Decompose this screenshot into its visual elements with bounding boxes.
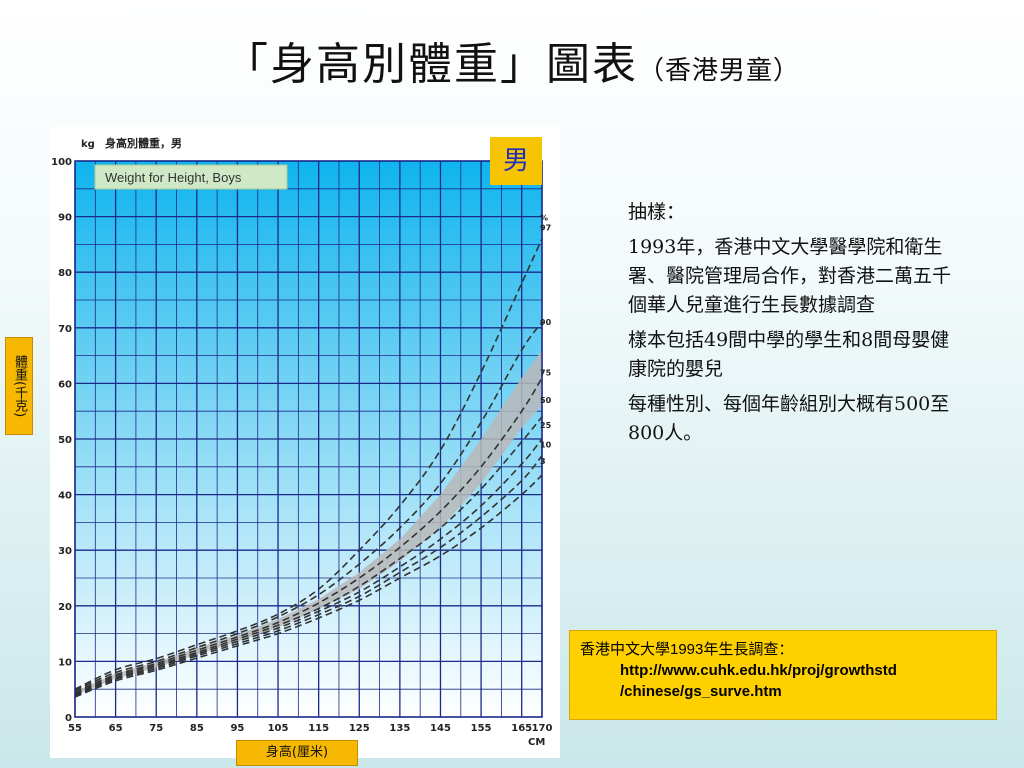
y-tick-label: 50 [58, 435, 72, 446]
notes-paragraph-3: 每種性別、每個年齡組別大概有500至800人。 [628, 393, 950, 444]
source-url-line-1[interactable]: http://www.cuhk.edu.hk/proj/growthstd [620, 662, 897, 679]
curve-p97 [74, 238, 543, 690]
x-tick-label: 65 [109, 723, 123, 734]
x-tick-label: 165 [511, 723, 532, 734]
y-tick-label: 60 [58, 379, 72, 390]
source-title: 香港中文大學1993年生長調查： [580, 641, 794, 658]
y-tick-label: 100 [51, 157, 72, 168]
sampling-notes: 抽樣： 1993年，香港中文大學醫學院和衛生署、醫院管理局合作，對香港二萬五千個… [628, 198, 958, 454]
notes-paragraph-1: 1993年，香港中文大學醫學院和衛生署、醫院管理局合作，對香港二萬五千個華人兒童… [628, 236, 952, 316]
source-url-line-2[interactable]: /chinese/gs_surve.htm [620, 683, 782, 700]
y-tick-label: 30 [58, 546, 72, 557]
curve-p25 [74, 438, 543, 696]
series-label-p75: 75 [540, 368, 552, 377]
series-label-p10: 10 [540, 441, 552, 450]
series-label-p3: 3 [540, 457, 546, 466]
y-tick-label: 70 [58, 324, 72, 335]
x-tick-label: 145 [430, 723, 451, 734]
slide-title-main: 「身高別體重」圖表 [223, 39, 638, 90]
x-unit-label: CM [528, 737, 545, 748]
percent-marker: % [540, 214, 548, 223]
x-axis-label: 身高(厘米) [236, 740, 358, 766]
curve-p10 [74, 455, 543, 697]
chart-title: 身高別體重，男 [105, 136, 182, 150]
slide-title: 「身高別體重」圖表（香港男童） [0, 28, 1024, 92]
y-tick-label: 40 [58, 491, 72, 502]
y-tick-label: 80 [58, 268, 72, 279]
curve-p90 [74, 321, 543, 692]
grid [74, 160, 543, 718]
y-tick-label: 20 [58, 602, 72, 613]
inner-label-text: Weight for Height, Boys [105, 170, 242, 185]
axes [74, 160, 543, 718]
y-tick-label: 90 [58, 213, 72, 224]
plot-border [74, 160, 543, 718]
x-tick-label: 115 [308, 723, 329, 734]
growth-chart: 0 10 20 30 40 50 60 70 80 90 100 55 65 75 85 95 105 115 12… [51, 136, 552, 748]
x-tick-label: 105 [268, 723, 289, 734]
x-tick-label: 155 [471, 723, 492, 734]
inner-label-box [94, 164, 288, 190]
series-label-p25: 25 [540, 421, 552, 430]
growth-chart-panel: 0 10 20 30 40 50 60 70 80 90 100 55 65 75 85 95 105 115 12… [50, 126, 560, 758]
curve-p75 [74, 377, 543, 693]
x-tick-label: 170 [532, 723, 553, 734]
y-tick-label: 0 [65, 713, 72, 724]
notes-paragraph-2: 樣本包括49間中學的學生和8間母嬰健康院的嬰兒 [628, 329, 950, 380]
y-axis-label: 體重(千克) [5, 337, 33, 435]
chart-labels: 0 10 20 30 40 50 60 70 80 90 100 55 65 75 85 95 105 115 12… [51, 136, 552, 748]
x-tick-label: 135 [389, 723, 410, 734]
slide-title-sub: （香港男童） [637, 56, 800, 86]
y-unit-label: kg [81, 139, 95, 150]
gender-badge: 男 [490, 137, 542, 185]
curve-p50 [74, 416, 543, 695]
source-box: 香港中文大學1993年生長調查： http://www.cuhk.edu.hk/… [569, 630, 997, 720]
percentile-curves [74, 238, 543, 698]
x-tick-label: 75 [149, 723, 163, 734]
series-label-p90: 90 [540, 318, 552, 327]
series-label-p50: 50 [540, 396, 552, 405]
x-tick-label: 85 [190, 723, 204, 734]
x-tick-label: 55 [68, 723, 82, 734]
curve-p3 [74, 474, 543, 698]
series-label-p97: 97 [540, 224, 551, 233]
notes-heading: 抽樣： [628, 201, 686, 223]
x-tick-label: 125 [349, 723, 370, 734]
x-tick-label: 95 [230, 723, 244, 734]
y-tick-label: 10 [58, 657, 72, 668]
